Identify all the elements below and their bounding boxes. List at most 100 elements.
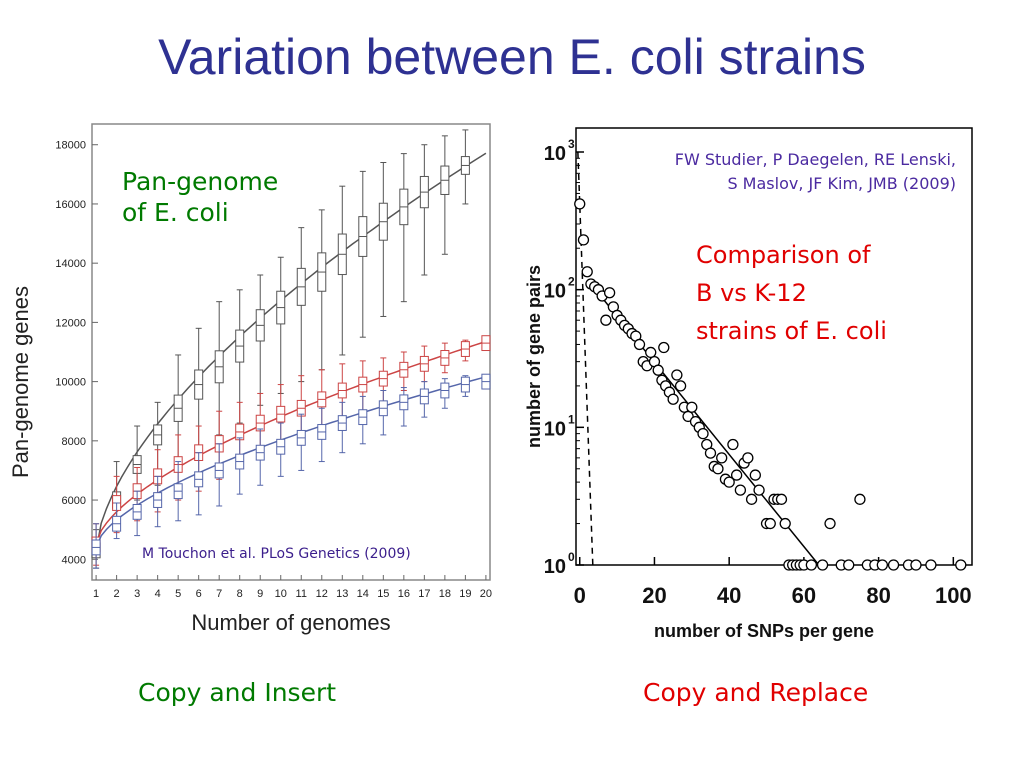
x-tick-label: 16 xyxy=(398,588,410,600)
x-tick-label: 11 xyxy=(296,588,307,600)
x-tick-label: 8 xyxy=(237,588,243,600)
data-point xyxy=(723,476,735,488)
slide-title: Variation between E. coli strains xyxy=(158,29,866,85)
data-point xyxy=(730,469,743,481)
x-tick-label: 5 xyxy=(175,588,181,600)
data-point xyxy=(816,559,829,571)
x-tick-label: 3 xyxy=(134,588,140,600)
data-point xyxy=(667,393,679,405)
x-tick-label: 13 xyxy=(336,588,348,600)
caption-copy-insert: Copy and Insert xyxy=(138,678,337,707)
y-tick-label: 10000 xyxy=(55,377,86,389)
x-axis-label: number of SNPs per gene xyxy=(654,621,874,641)
x-tick-label: 2 xyxy=(114,588,120,600)
x-tick-label: 19 xyxy=(459,588,471,600)
y-axis-label: Pan-genome genes xyxy=(8,286,33,478)
y-tick-exponent: 3 xyxy=(568,137,575,151)
x-tick-label: 7 xyxy=(216,588,222,600)
data-point xyxy=(749,469,761,481)
x-tick-label: 6 xyxy=(196,588,202,600)
data-point xyxy=(712,463,724,475)
y-tick-label: 14000 xyxy=(55,258,86,270)
x-tick-label: 20 xyxy=(480,588,492,600)
data-point xyxy=(779,517,791,530)
data-point xyxy=(910,559,922,571)
x-tick-label: 60 xyxy=(792,583,816,608)
y-tick-label: 4000 xyxy=(62,554,86,566)
x-tick-label: 100 xyxy=(935,583,972,608)
data-point xyxy=(704,447,717,459)
data-point xyxy=(925,559,937,571)
data-point xyxy=(674,380,687,392)
x-tick-label: 9 xyxy=(257,588,263,600)
caption-copy-replace: Copy and Replace xyxy=(643,678,869,707)
data-point xyxy=(577,234,590,246)
data-point xyxy=(876,559,888,571)
data-point xyxy=(652,364,664,376)
x-tick-label: 10 xyxy=(275,588,287,600)
data-point xyxy=(805,559,818,571)
x-tick-label: 4 xyxy=(155,588,161,600)
pan-genome-label-line2: of E. coli xyxy=(122,198,229,227)
data-point xyxy=(697,427,709,440)
y-tick-exponent: 1 xyxy=(568,412,575,426)
data-point xyxy=(727,438,739,451)
x-tick-label: 17 xyxy=(418,588,430,600)
y-tick-label: 10 xyxy=(544,143,566,165)
data-point xyxy=(600,314,612,326)
y-tick-exponent: 0 xyxy=(568,550,575,564)
y-tick-label: 10 xyxy=(544,281,566,303)
y-axis-label: number of gene pairs xyxy=(524,265,544,448)
y-tick-label: 18000 xyxy=(55,140,86,152)
left-citation: M Touchon et al. PLoS Genetics (2009) xyxy=(140,546,413,562)
comparison-label: Comparison of B vs K-12 strains of E. co… xyxy=(696,236,887,350)
y-tick-label: 12000 xyxy=(55,317,86,329)
pan-genome-label-line1: Pan-genome xyxy=(122,167,279,196)
comparison-label-line2: B vs K-12 xyxy=(696,279,807,307)
data-point xyxy=(658,341,670,354)
x-tick-label: 14 xyxy=(357,588,369,600)
x-tick-label: 80 xyxy=(866,583,890,608)
data-point xyxy=(742,452,754,464)
x-axis-label: Number of genomes xyxy=(191,610,390,635)
data-point xyxy=(824,517,836,530)
data-point xyxy=(603,287,616,299)
y-tick-label: 16000 xyxy=(55,199,86,211)
fit-line-dashed xyxy=(577,151,594,566)
data-point xyxy=(671,369,683,381)
data-point xyxy=(753,484,765,496)
data-point xyxy=(843,559,855,571)
comparison-label-line3: strains of E. coli xyxy=(696,317,887,345)
data-point xyxy=(887,559,900,571)
right-citation: FW Studier, P Daegelen, RE Lenski, S Mas… xyxy=(560,148,956,196)
data-point xyxy=(854,493,866,505)
data-point xyxy=(686,401,698,413)
data-point xyxy=(764,517,776,530)
data-point xyxy=(955,559,967,571)
x-tick-label: 0 xyxy=(574,583,586,608)
y-tick-label: 10 xyxy=(544,418,566,440)
comparison-label-line1: Comparison of xyxy=(696,241,871,269)
data-point xyxy=(745,493,758,505)
x-tick-label: 12 xyxy=(316,588,328,600)
y-tick-label: 10 xyxy=(544,556,566,578)
data-point xyxy=(645,346,657,359)
data-point xyxy=(775,493,788,505)
y-tick-label: 6000 xyxy=(62,495,86,507)
x-tick-label: 15 xyxy=(377,588,389,600)
y-tick-label: 8000 xyxy=(62,436,86,448)
data-point xyxy=(734,484,747,496)
data-point xyxy=(716,452,728,464)
data-point xyxy=(633,338,646,351)
right-citation-line2: S Maslov, JF Kim, JMB (2009) xyxy=(727,174,956,193)
y-tick-exponent: 2 xyxy=(568,275,575,289)
x-tick-label: 1 xyxy=(93,588,99,600)
data-point xyxy=(581,266,593,278)
data-point xyxy=(574,198,586,210)
x-tick-label: 40 xyxy=(717,583,741,608)
right-citation-line1: FW Studier, P Daegelen, RE Lenski, xyxy=(674,150,956,169)
x-tick-label: 20 xyxy=(642,583,666,608)
